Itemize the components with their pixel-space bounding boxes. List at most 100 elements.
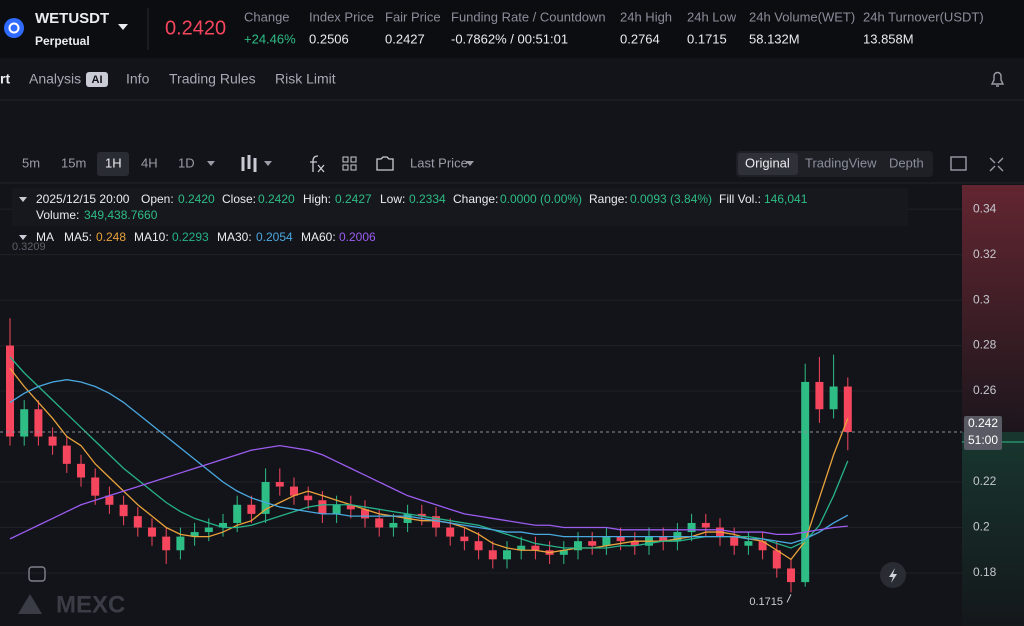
interval[interactable]: 1D: [178, 155, 195, 170]
legend-value: 0.0000 (0.00%): [500, 192, 582, 206]
interval[interactable]: 1H: [105, 155, 122, 170]
candle-body: [275, 482, 284, 487]
legend-toggle[interactable]: [19, 235, 27, 240]
low-marker: 0.1715: [749, 596, 783, 608]
symbol[interactable]: WETUSDT: [35, 10, 109, 27]
ma-line: [9, 444, 848, 540]
view[interactable]: Original: [745, 155, 790, 170]
stat-label: 24h Turnover(USDT): [863, 9, 984, 24]
y-tick-label: 0.32: [973, 247, 997, 261]
price-type[interactable]: Last Price: [410, 155, 468, 170]
candle-body: [261, 482, 270, 514]
candle-body: [105, 495, 114, 505]
stat-label: 24h High: [620, 9, 672, 24]
legend-value: 0.2334: [409, 192, 446, 206]
y-tick-label: 0.28: [973, 338, 997, 352]
dropdown-icon[interactable]: [207, 161, 215, 166]
badge: [86, 72, 108, 87]
candle-body: [616, 536, 625, 542]
candle-body: [190, 532, 199, 537]
legend-value: 0.2420: [178, 192, 215, 206]
stat-value: 0.2427: [385, 31, 425, 46]
candle-type-icon[interactable]: [241, 155, 257, 172]
candle-body: [630, 541, 639, 546]
legend-bg: [12, 188, 908, 226]
watermark-logo: [18, 594, 42, 614]
tab[interactable]: rt: [0, 71, 10, 87]
camera-icon[interactable]: [376, 156, 394, 171]
fullscreen-icon[interactable]: [989, 157, 1004, 172]
tab[interactable]: Trading Rules: [169, 71, 256, 87]
stat-value: 0.1715: [687, 31, 727, 46]
dropdown-icon[interactable]: [264, 161, 272, 166]
watermark: MEXC: [56, 591, 125, 618]
legend-label: Change:: [453, 192, 498, 206]
candle-body: [659, 536, 668, 542]
panel-icon[interactable]: [950, 156, 967, 171]
legend-toggle[interactable]: [19, 197, 27, 202]
interval[interactable]: 4H: [141, 155, 158, 170]
candle-body: [332, 504, 341, 514]
candle-body: [744, 541, 753, 546]
candle-body: [34, 409, 43, 437]
contract-type: Perpetual: [35, 34, 90, 48]
candle-body: [318, 500, 327, 514]
layout-icon[interactable]: [342, 156, 357, 171]
stat-value: 0.2506: [309, 31, 349, 46]
view[interactable]: Depth: [889, 155, 924, 170]
candle-body: [432, 516, 440, 528]
candle-body: [290, 486, 298, 496]
candle-body: [6, 345, 14, 437]
candle-body: [801, 381, 810, 583]
stat-label: Fair Price: [385, 9, 441, 24]
stat-value: 58.132M: [749, 31, 800, 46]
stat-value: 0.2764: [620, 31, 660, 46]
fx-icon[interactable]: [310, 155, 325, 173]
low-marker-line: [786, 594, 792, 603]
candle-body: [162, 536, 171, 551]
calendar-icon[interactable]: [28, 566, 46, 582]
candle-body: [375, 518, 384, 528]
dropdown-icon[interactable]: [466, 161, 474, 166]
candle-body: [574, 541, 582, 551]
candle-body: [48, 436, 57, 446]
tab[interactable]: Info: [126, 71, 150, 87]
chart: 0.34 0.32 0.3 0.28 0.26 0.22 0.2 0.18 0.242 51:00…: [0, 185, 1024, 626]
view[interactable]: TradingView: [805, 155, 877, 170]
candle-body: [417, 513, 426, 517]
axis-bg-down: [962, 431, 1024, 626]
legend-value: 0.0093 (3.84%): [630, 192, 712, 206]
tab[interactable]: Analysis: [29, 71, 81, 87]
candle-body: [815, 381, 824, 410]
y-tick-label: 0.22: [973, 474, 997, 488]
candle-body: [517, 545, 526, 551]
countdown: 51:00: [968, 433, 998, 447]
candle-body: [233, 504, 242, 523]
candle-body: [204, 527, 213, 533]
candle-body: [730, 536, 739, 546]
ma-line: [9, 379, 849, 545]
candle-body: [460, 536, 469, 542]
legend-series-value: 0.2054: [256, 230, 293, 244]
legend-value: 0.2420: [258, 192, 295, 206]
candle-body: [20, 409, 29, 437]
tabs: rt Analysis Info Trading Rules Risk Limit AI: [0, 71, 336, 87]
candle-body: [602, 536, 611, 546]
symbol-dropdown[interactable]: [118, 24, 128, 30]
legend-label: Close:: [222, 192, 256, 206]
candle-body: [772, 550, 781, 569]
candle-body: [531, 545, 540, 551]
candle-body: [91, 477, 100, 496]
candle-body: [361, 509, 369, 519]
stat-label: Funding Rate / Countdown: [451, 9, 606, 24]
tab[interactable]: Risk Limit: [275, 71, 336, 87]
legend-label: Low:: [380, 192, 405, 206]
stat-value: 13.858M: [863, 31, 914, 46]
interval[interactable]: 5m: [22, 155, 40, 170]
bell-icon[interactable]: [990, 71, 1005, 87]
legend-label: Fill Vol.:: [719, 192, 761, 206]
stat-value: -0.7862% / 00:51:01: [451, 31, 568, 46]
interval[interactable]: 15m: [61, 155, 86, 170]
legend-series-value: 0.248: [96, 230, 126, 244]
candle-body: [843, 386, 852, 432]
